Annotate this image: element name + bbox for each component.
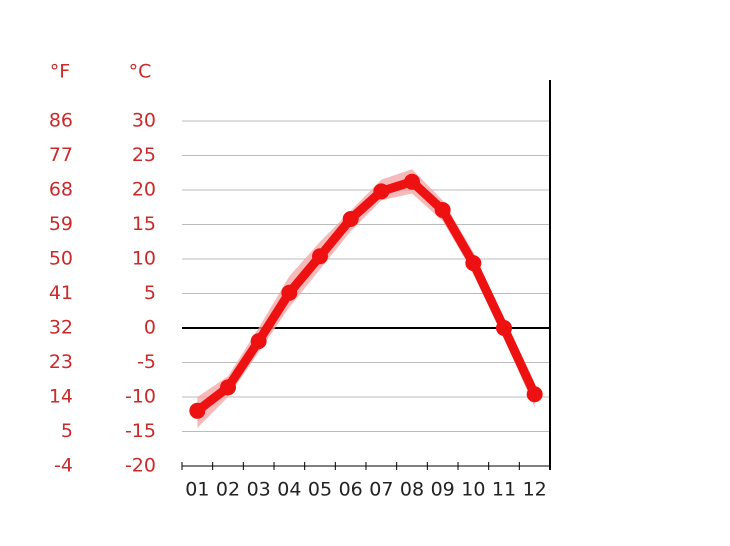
y-tick-label: 25 xyxy=(132,144,156,166)
y-tick-label: -15 xyxy=(125,420,156,442)
y2-tick-label: 77 xyxy=(49,144,73,166)
y2-tick-label: 50 xyxy=(49,248,73,270)
y-tick-label: 0 xyxy=(144,317,156,339)
x-tick-label: 10 xyxy=(461,479,485,501)
y2-tick-label: 86 xyxy=(49,110,73,132)
y2-tick-label: -4 xyxy=(54,455,73,477)
x-tick-label: 03 xyxy=(247,479,271,501)
y2-tick-label: 59 xyxy=(49,213,73,235)
x-tick-label: 09 xyxy=(431,479,455,501)
data-point xyxy=(250,333,267,350)
x-tick-label: 02 xyxy=(216,479,240,501)
x-tick-label: 12 xyxy=(523,479,547,501)
data-point xyxy=(189,402,206,419)
x-tick-label: 07 xyxy=(369,479,393,501)
data-point xyxy=(373,183,390,200)
x-tick-label: 01 xyxy=(185,479,209,501)
data-point xyxy=(220,379,236,396)
data-point xyxy=(434,202,451,219)
data-point xyxy=(312,248,328,265)
x-tick-label: 04 xyxy=(277,479,301,501)
y-tick-label: 15 xyxy=(132,213,156,235)
x-tick-label: 05 xyxy=(308,479,332,501)
range-band xyxy=(197,169,535,429)
data-point xyxy=(404,173,420,190)
data-point xyxy=(281,284,298,301)
y-tick-label: -20 xyxy=(125,455,156,477)
data-point xyxy=(465,255,482,272)
y2-tick-label: 32 xyxy=(49,317,73,339)
y2-tick-label: 14 xyxy=(49,386,73,408)
y-tick-label: 5 xyxy=(144,282,156,304)
x-tick-label: 08 xyxy=(400,479,424,501)
data-point xyxy=(496,320,512,336)
x-tick-label: 11 xyxy=(492,479,516,501)
y2-unit-label: °F xyxy=(50,61,70,83)
y2-tick-label: 41 xyxy=(49,282,73,304)
y2-tick-label: 5 xyxy=(61,420,73,442)
y-tick-label: 10 xyxy=(132,248,156,270)
y-tick-label: -5 xyxy=(137,351,156,373)
data-point xyxy=(342,210,359,227)
y-tick-label: 20 xyxy=(132,179,156,201)
x-tick-label: 06 xyxy=(339,479,363,501)
y2-tick-label: 68 xyxy=(49,179,73,201)
y-unit-label: °C xyxy=(129,61,152,83)
data-point xyxy=(526,386,543,403)
y-tick-label: 30 xyxy=(132,110,156,132)
y2-tick-label: 23 xyxy=(49,351,73,373)
y-tick-label: -10 xyxy=(125,386,156,408)
temperature-line xyxy=(192,177,540,416)
